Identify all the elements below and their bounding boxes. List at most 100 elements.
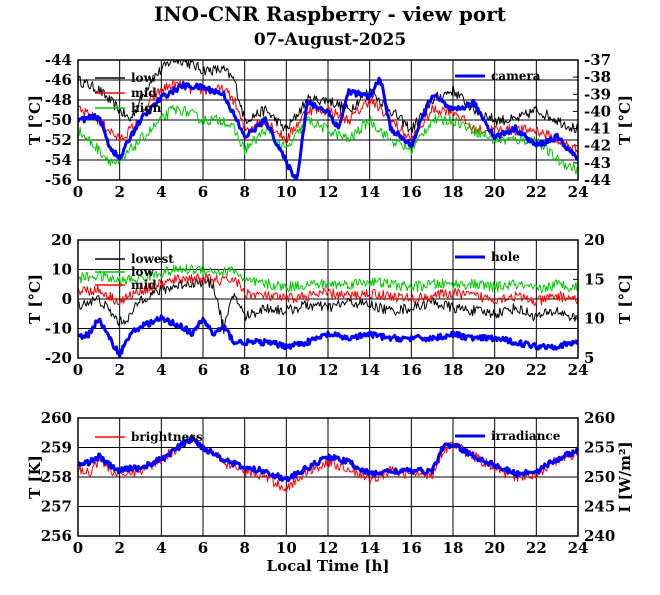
x-tick-label: 20 [484, 183, 505, 201]
x-tick-label: 24 [568, 361, 589, 379]
y-right-tick-label: -41 [584, 120, 611, 138]
x-tick-label: 0 [73, 539, 83, 557]
x-tick-label: 2 [114, 539, 124, 557]
y-axis-label: T [°C] [26, 274, 44, 324]
y-right-tick-label: 240 [584, 527, 615, 545]
x-tick-label: 10 [276, 183, 297, 201]
x-tick-label: 8 [239, 183, 249, 201]
y-tick-label: 10 [51, 261, 72, 279]
y-right-axis-label: T [°C] [616, 274, 634, 324]
x-tick-label: 16 [401, 361, 422, 379]
y-axis-label: T [°C] [26, 95, 44, 145]
x-tick-label: 0 [73, 361, 83, 379]
plot-frame [77, 417, 579, 537]
y-right-tick-label: -43 [584, 154, 611, 172]
x-tick-label: 6 [198, 361, 208, 379]
y-right-tick-label: -40 [584, 102, 611, 120]
y-right-tick-label: 10 [584, 310, 605, 328]
y-right-tick-label: -39 [584, 85, 611, 103]
legend-label-low: low [131, 265, 155, 279]
x-tick-label: 22 [526, 539, 547, 557]
y-tick-label: -52 [45, 131, 72, 149]
x-tick-label: 18 [443, 183, 464, 201]
x-tick-label: 2 [114, 361, 124, 379]
y-right-tick-label: -42 [584, 137, 611, 155]
y-tick-label: -48 [45, 91, 72, 109]
legend-label-mid: mid [131, 278, 157, 292]
top-panel: 0 2 4 6 8 10 12 14 16 18 20 22 24-44-46-48-50-52-54-… [26, 51, 634, 201]
x-tick-label: 6 [198, 183, 208, 201]
y-tick-label: -46 [45, 71, 72, 89]
bottom-panel: 0 2 4 6 8 10 12 14 16 18 20 22 242602592582572562602… [26, 409, 634, 575]
x-tick-label: 4 [156, 183, 166, 201]
legend-label-mid: mid [131, 86, 157, 100]
x-tick-label: 14 [359, 539, 380, 557]
x-tick-label: 16 [401, 539, 422, 557]
y-tick-label: 256 [41, 527, 72, 545]
x-tick-label: 24 [568, 539, 589, 557]
x-tick-label: 18 [443, 539, 464, 557]
legend-label-irradiance: irradiance [491, 429, 561, 443]
y-tick-label: -56 [45, 171, 72, 189]
series-group [78, 264, 578, 358]
y-tick-label: -10 [45, 320, 72, 338]
x-tick-label: 12 [318, 539, 339, 557]
x-tick-label: 20 [484, 361, 505, 379]
y-right-tick-label: 250 [584, 468, 615, 486]
x-tick-label: 8 [239, 361, 249, 379]
legend-label-lowest: lowest [131, 252, 174, 266]
x-tick-label: 8 [239, 539, 249, 557]
middle-panel: 0 2 4 6 8 10 12 14 16 18 20 22 2420100-10-202015105l… [26, 231, 634, 379]
x-tick-label: 20 [484, 539, 505, 557]
x-tick-label: 4 [156, 361, 166, 379]
y-tick-label: 260 [41, 409, 72, 427]
legend-label-brightness: brightness [131, 430, 203, 444]
y-tick-label: -44 [45, 51, 72, 69]
legend-label-hole: hole [491, 250, 520, 264]
y-right-axis-label: I [W/m²] [616, 441, 634, 512]
plot-frame [77, 239, 579, 359]
chart-title: INO-CNR Raspberry - view port [154, 2, 507, 26]
series-line-irradiance [78, 435, 578, 483]
y-axis-label: T [K] [26, 455, 44, 499]
y-right-tick-label: 20 [584, 231, 605, 249]
y-tick-label: 259 [41, 439, 72, 457]
series-line-mid [78, 273, 578, 307]
x-tick-label: 22 [526, 183, 547, 201]
y-tick-label: -50 [45, 111, 72, 129]
y-tick-label: 20 [51, 231, 72, 249]
series-group [78, 434, 578, 494]
x-tick-label: 14 [359, 183, 380, 201]
y-right-tick-label: -44 [584, 171, 611, 189]
y-tick-label: -54 [45, 151, 72, 169]
x-tick-label: 2 [114, 183, 124, 201]
x-tick-label: 18 [443, 361, 464, 379]
y-tick-label: 258 [41, 468, 72, 486]
x-tick-label: 16 [401, 183, 422, 201]
y-tick-label: 257 [41, 498, 72, 516]
y-tick-label: 0 [62, 290, 72, 308]
plot-frame [77, 59, 579, 181]
legend-label-low: low [131, 71, 155, 85]
series-line-camera [78, 76, 578, 180]
y-right-tick-label: 255 [584, 439, 615, 457]
series-line-low [78, 264, 578, 294]
y-tick-label: -20 [45, 349, 72, 367]
x-tick-label: 12 [318, 183, 339, 201]
x-axis-label: Local Time [h] [267, 557, 390, 575]
y-right-tick-label: 245 [584, 498, 615, 516]
chart-subtitle: 07-August-2025 [254, 30, 406, 50]
x-tick-label: 6 [198, 539, 208, 557]
x-tick-label: 22 [526, 361, 547, 379]
series-line-hole [78, 314, 578, 358]
x-tick-label: 10 [276, 539, 297, 557]
series-group [78, 60, 578, 180]
y-right-tick-label: 5 [584, 349, 594, 367]
y-right-tick-label: -38 [584, 68, 611, 86]
series-line-lowest [78, 277, 578, 335]
series-line-mid [78, 79, 578, 156]
series-line-low [78, 60, 578, 133]
x-tick-label: 0 [73, 183, 83, 201]
x-tick-label: 10 [276, 361, 297, 379]
